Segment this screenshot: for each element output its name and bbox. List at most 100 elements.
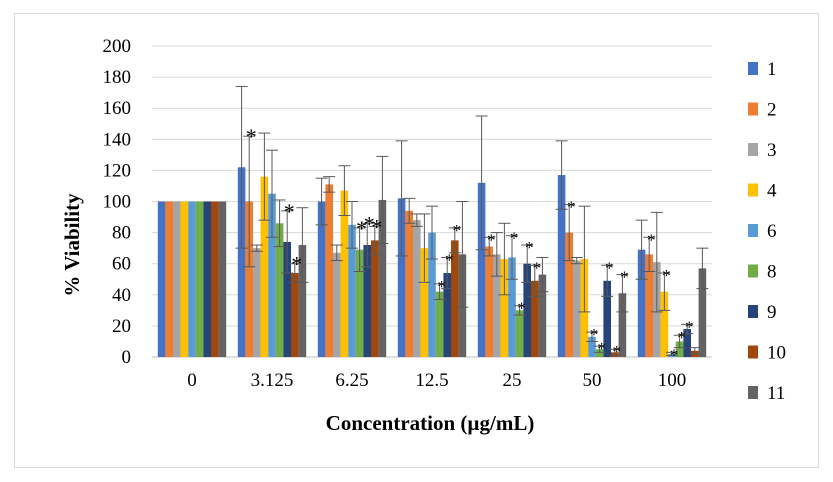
significance-asterisk: *: [567, 198, 576, 217]
bar: [698, 268, 707, 357]
y-tick-label: 100: [103, 192, 132, 213]
y-tick-label: 160: [103, 98, 132, 119]
bar: [348, 224, 356, 357]
bar: [237, 167, 246, 357]
significance-asterisk: *: [605, 258, 614, 277]
bar: [485, 246, 493, 357]
significance-asterisk: *: [647, 230, 656, 249]
bar: [165, 201, 173, 357]
bar: [413, 220, 421, 357]
x-tick-label: 100: [658, 370, 687, 391]
significance-asterisk: *: [685, 317, 694, 336]
legend-swatch: [748, 102, 758, 116]
legend: 1 2 3 4 6 8 9 10 11: [748, 59, 786, 404]
bar: [363, 245, 371, 357]
significance-marks: ********* * ***************: [246, 124, 694, 364]
bar: [218, 201, 227, 357]
bar: [317, 201, 326, 357]
bar: [188, 201, 196, 357]
bar: [340, 190, 349, 357]
bar: [645, 254, 653, 357]
bar: [291, 273, 299, 357]
significance-asterisk: *: [356, 216, 367, 241]
bar: [253, 248, 261, 357]
x-tick-labels: 0 3.125 6.25 12.5 25 50 100: [187, 370, 686, 391]
legend-swatch: [748, 143, 758, 156]
legend-label: 8: [767, 262, 777, 283]
y-tick-label: 20: [112, 316, 131, 337]
bar: [333, 252, 341, 357]
x-tick-label: 50: [583, 370, 602, 391]
legend-label: 10: [767, 343, 786, 364]
bar: [443, 273, 451, 357]
legend-swatch: [748, 62, 758, 75]
legend-swatch: [748, 264, 758, 278]
bar: [371, 240, 379, 357]
significance-asterisk: *: [246, 124, 257, 149]
bar: [675, 341, 684, 357]
significance-asterisk: *: [670, 345, 679, 364]
x-axis-title: Concentration (µg/mL): [326, 411, 535, 435]
bar: [515, 310, 524, 357]
legend-label: 9: [767, 302, 777, 323]
y-tick-label: 60: [112, 254, 131, 275]
bar: [637, 249, 646, 357]
significance-asterisk: *: [517, 299, 526, 318]
significance-asterisk: *: [445, 250, 454, 269]
significance-asterisk: *: [620, 268, 629, 287]
bar: [245, 201, 253, 357]
bar: [298, 245, 307, 357]
bar: [397, 198, 406, 357]
legend-swatch: [748, 345, 758, 359]
bar: [260, 176, 269, 357]
bar: [595, 349, 604, 357]
y-tick-label: 180: [103, 67, 132, 88]
significance-asterisk: *: [437, 277, 446, 296]
bar: [405, 210, 413, 357]
bar: [180, 201, 189, 357]
bar: [268, 193, 276, 357]
bars: [157, 167, 707, 357]
bar: [477, 182, 486, 357]
bar: [355, 249, 364, 357]
significance-asterisk: *: [510, 229, 519, 248]
y-tick-label: 0: [122, 347, 132, 368]
significance-asterisk: *: [371, 214, 382, 239]
significance-asterisk: *: [364, 211, 375, 236]
y-tick-label: 120: [103, 160, 132, 181]
significance-asterisk: *: [487, 230, 496, 249]
legend-swatch: [748, 183, 758, 197]
bar: [660, 291, 669, 357]
bar: [588, 336, 596, 357]
x-tick-label: 25: [503, 370, 522, 391]
y-tick-label: 200: [103, 36, 132, 57]
significance-asterisk: *: [590, 325, 599, 344]
x-tick-label: 12.5: [415, 370, 448, 391]
x-tick-label: 6.25: [335, 370, 368, 391]
bar: [428, 232, 436, 357]
bar: [683, 329, 691, 357]
bar: [538, 274, 547, 357]
bar: [618, 293, 627, 357]
legend-label: 2: [767, 100, 777, 121]
error-bars: [235, 85, 709, 356]
bar: [173, 201, 181, 357]
bar: [435, 291, 444, 357]
bar: [508, 257, 516, 357]
bar: [523, 263, 531, 357]
y-tick-label: 40: [112, 285, 131, 306]
legend-label: 4: [767, 181, 777, 202]
bar: [157, 201, 166, 357]
bar: [603, 280, 611, 357]
legend-label: 3: [767, 140, 777, 161]
bar: [531, 280, 539, 357]
significance-asterisk: *: [613, 342, 622, 361]
bar: [500, 259, 509, 357]
significance-asterisk: *: [284, 199, 295, 224]
y-axis-title: % Viability: [60, 193, 84, 297]
significance-asterisk: *: [291, 252, 302, 277]
legend-label: 11: [767, 383, 785, 404]
bar: [195, 201, 204, 357]
bar: [557, 175, 566, 357]
